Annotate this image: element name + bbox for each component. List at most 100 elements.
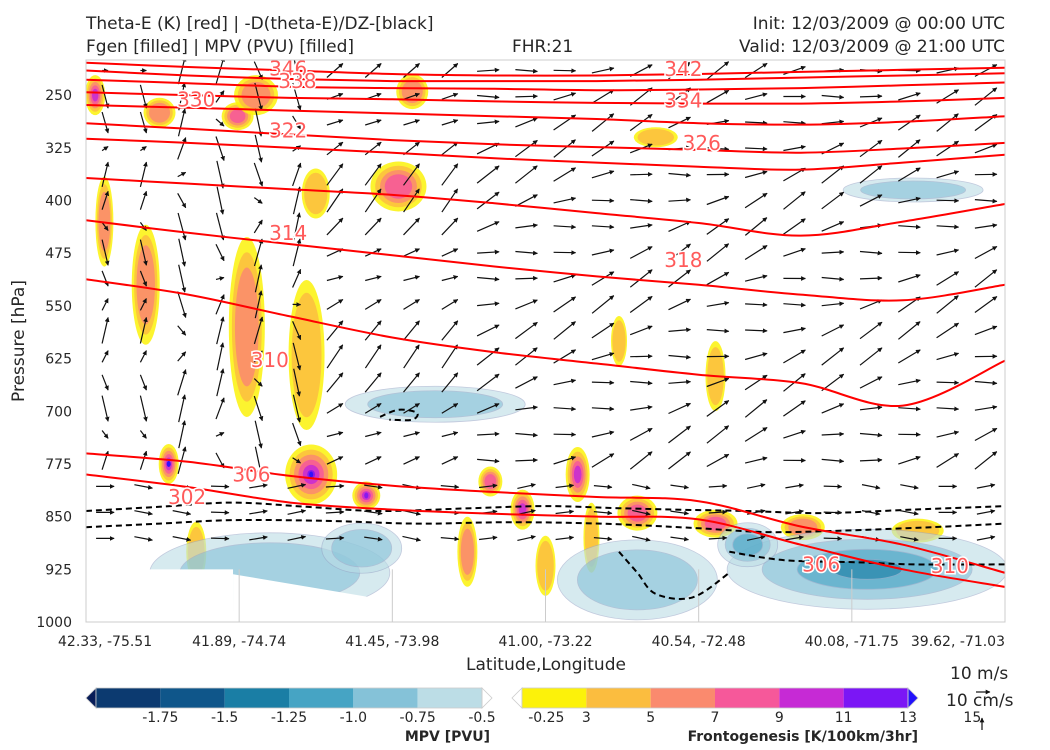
wind-vector: [936, 352, 960, 361]
wind-vector: [668, 269, 691, 288]
wind-vector: [292, 394, 302, 423]
wind-vector: [821, 431, 845, 437]
theta-e-contour-label: 322: [269, 118, 307, 142]
theta-e-contour: [86, 61, 1005, 77]
wind-vector: [476, 324, 500, 337]
mpv-colorbar-segment: [417, 688, 482, 708]
wind-vector: [476, 347, 500, 366]
wind-vector: [215, 118, 225, 127]
wind-vector: [632, 483, 651, 490]
wind-vector: [403, 320, 420, 341]
wind-vector: [859, 165, 883, 184]
mpv-colorbar-tick-label: -0.25: [528, 710, 564, 726]
wind-vector: [441, 456, 459, 465]
wind-vector: [326, 372, 344, 393]
wind-vector: [101, 430, 109, 439]
wind-vector: [253, 378, 263, 387]
fgen-colorbar-tick-label: 11: [835, 710, 853, 726]
wind-vector: [553, 455, 577, 465]
wind-vector: [745, 146, 768, 152]
wind-vector: [553, 321, 576, 340]
wind-vector: [139, 450, 148, 470]
wind-vector: [210, 484, 230, 489]
wind-vector: [897, 114, 921, 131]
theta-e-contour: [86, 78, 1005, 92]
wind-vector: [668, 243, 691, 262]
wind-vector: [177, 291, 187, 318]
mpv-colorbar-segment: [353, 688, 418, 708]
mpv-colorbar-tick-label: -1.25: [271, 710, 307, 726]
wind-vector: [139, 350, 147, 363]
reference-vector-key: [976, 689, 991, 730]
wind-vector: [974, 143, 998, 154]
wind-vector: [293, 368, 301, 397]
fgen-colorbar-tick-label: 13: [899, 710, 917, 726]
wind-vector: [177, 108, 187, 137]
wind-vector: [325, 483, 345, 489]
wind-vector: [745, 120, 768, 126]
wind-vector: [326, 298, 344, 310]
wind-vector: [706, 400, 730, 417]
wind-vector: [479, 535, 498, 541]
wind-vector: [101, 395, 110, 422]
wind-vector: [403, 217, 420, 236]
wind-vector: [515, 250, 538, 256]
fgen-colorbar-tick-label: 5: [646, 710, 655, 726]
wind-vector: [821, 347, 845, 366]
wind-vector: [823, 536, 843, 541]
wind-vector: [821, 458, 845, 464]
wind-vector: [253, 350, 263, 363]
x-tick-label: 40.08, -71.75: [805, 634, 899, 650]
wind-vector: [254, 264, 263, 293]
wind-vector: [936, 322, 959, 339]
wind-vector: [326, 217, 344, 236]
wind-vector: [364, 484, 383, 490]
wind-vector: [101, 317, 110, 344]
x-axis-ticks: 42.33, -75.51 41.89, -74.74 41.45, -73.98 4…: [58, 634, 1005, 650]
fgen-colorbar-tick-label: 15: [963, 710, 981, 726]
wind-vector: [364, 217, 382, 236]
wind-vector: [403, 431, 420, 438]
wind-vector: [101, 298, 109, 311]
fgen-fill-cell: [304, 172, 328, 215]
wind-vector: [287, 509, 307, 515]
wind-vector: [403, 188, 420, 213]
fgen-colorbar-tick-label: 7: [711, 710, 720, 726]
wind-vector: [593, 510, 613, 516]
fgen-colorbar: 3 5 7 9 11 13 15: [511, 687, 981, 726]
wind-vector: [974, 325, 998, 336]
wind-vector: [515, 376, 538, 389]
y-tick-label: 700: [45, 404, 72, 420]
theta-e-contour-label: 338: [278, 69, 316, 93]
wind-vector: [326, 344, 344, 369]
wind-vector: [517, 534, 536, 541]
mpv-colorbar-tip: [481, 687, 493, 709]
wind-vector: [440, 536, 460, 542]
wind-vector: [861, 484, 881, 490]
wind-vector: [783, 247, 806, 257]
wind-vector: [249, 535, 268, 541]
theta-e-contour-label: 310: [251, 348, 289, 372]
wind-vector: [744, 426, 768, 442]
theta-e-contour-label: 346: [269, 56, 307, 80]
wind-vector: [745, 328, 768, 334]
wind-vector: [216, 186, 225, 215]
fgen-fill-cell: [384, 174, 413, 199]
theta-e-contour-label: 330: [177, 87, 215, 111]
wind-vector: [249, 483, 268, 489]
wind-vector: [630, 198, 653, 204]
wind-vector: [859, 194, 883, 207]
wind-vector: [139, 190, 148, 210]
wind-vector: [821, 165, 845, 184]
wind-vector: [215, 136, 225, 162]
wind-vector: [172, 536, 192, 542]
wind-vector: [215, 212, 225, 241]
wind-vector: [364, 456, 382, 465]
wind-vector: [744, 352, 768, 361]
wind-vector: [553, 406, 577, 412]
wind-vector: [936, 295, 959, 314]
wind-vector: [783, 326, 806, 334]
wind-vector: [364, 63, 382, 78]
wind-vector: [253, 395, 264, 422]
